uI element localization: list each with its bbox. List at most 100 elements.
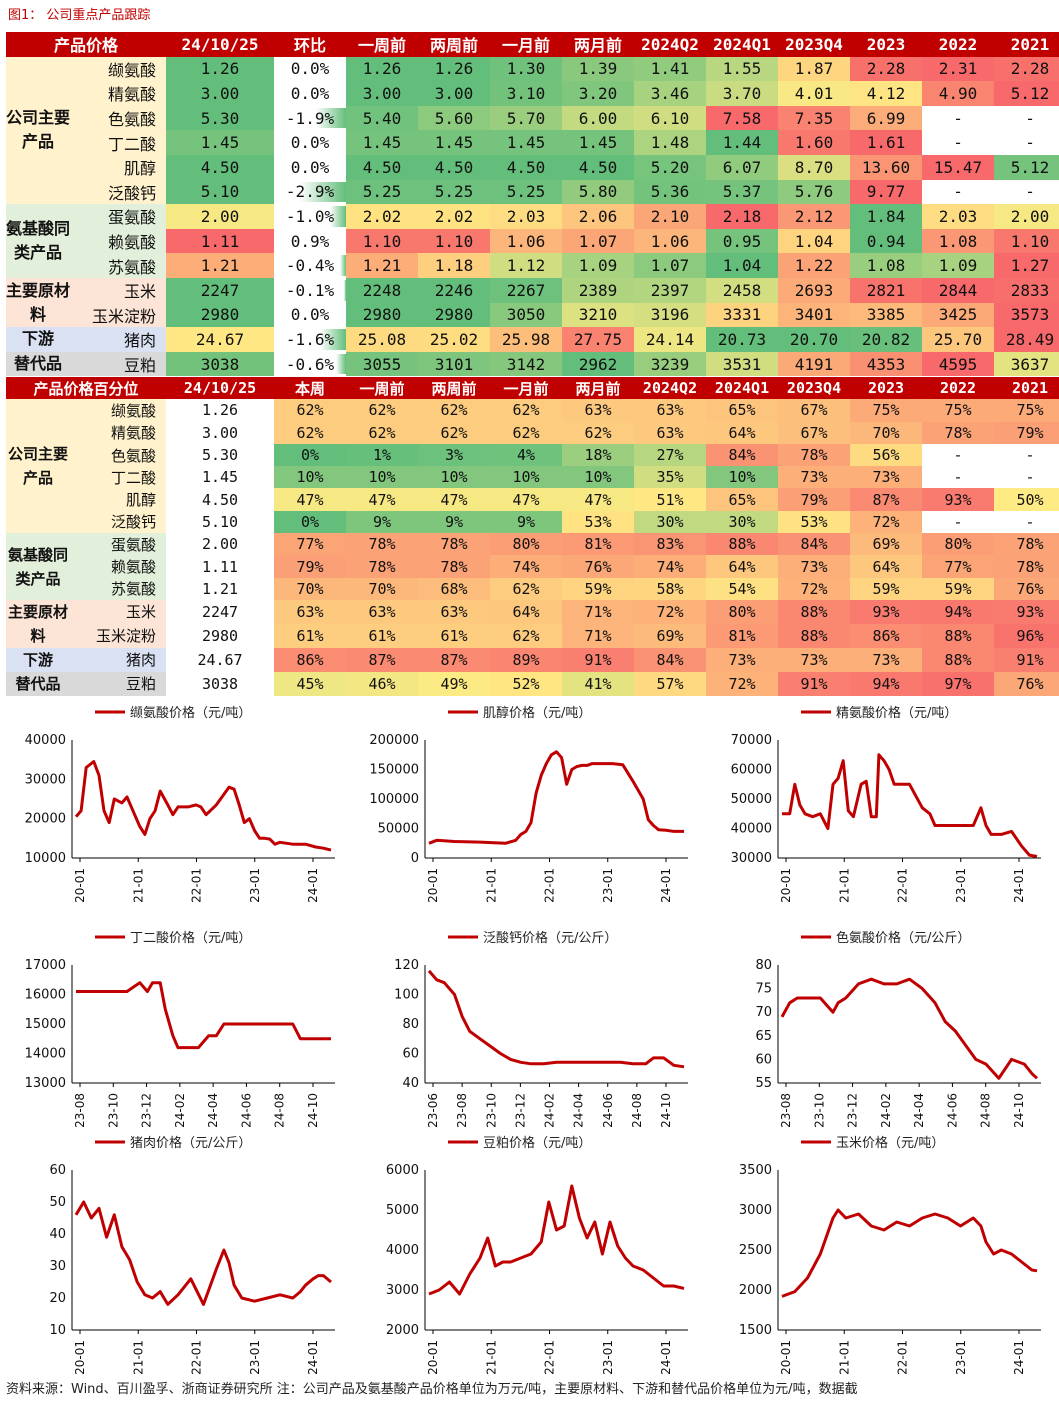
data-cell: - bbox=[994, 510, 1059, 534]
data-cell: 2458 bbox=[706, 277, 779, 303]
data-cell: 25.70 bbox=[922, 327, 995, 352]
data-cell: 6.00 bbox=[562, 105, 635, 131]
y-tick-label: 17000 bbox=[25, 958, 66, 973]
product-name: 玉米淀粉 bbox=[70, 302, 167, 328]
series-line bbox=[780, 977, 1039, 1080]
data-cell: 71% bbox=[562, 623, 635, 648]
header-row: 产品价格百分位 24/10/25 本周 一周前 两周前 一月前 两月前 2024Q2 2024Q… bbox=[6, 377, 1059, 400]
data-cell: 2.10 bbox=[634, 204, 707, 229]
data-cell: 62% bbox=[490, 399, 563, 422]
data-cell: 3210 bbox=[562, 302, 635, 328]
data-cell: 70% bbox=[346, 577, 419, 600]
chart-title: 猪肉价格（元/公斤） bbox=[130, 1135, 251, 1151]
data-cell: 2980 bbox=[418, 302, 491, 328]
data-cell: 9% bbox=[418, 510, 491, 534]
data-cell: 59% bbox=[850, 577, 923, 600]
data-cell: 1.45 bbox=[490, 130, 563, 155]
column-header: 2023Q4 bbox=[778, 377, 851, 400]
series-line bbox=[427, 969, 685, 1069]
column-header: 本周 bbox=[274, 377, 347, 400]
x-tick-label: 23-01 bbox=[954, 868, 968, 903]
data-cell: - bbox=[922, 443, 995, 467]
data-cell: 8.70 bbox=[778, 154, 851, 180]
data-cell: 3.00 bbox=[418, 81, 491, 106]
data-cell: 4191 bbox=[778, 351, 851, 377]
change-value: 0.0% bbox=[290, 133, 330, 153]
x-tick-label: 23-01 bbox=[248, 868, 262, 903]
data-cell: 2389 bbox=[562, 277, 635, 303]
data-cell: 27% bbox=[634, 443, 707, 467]
data-cell: 3038 bbox=[166, 351, 275, 377]
table-row: 精氨酸 3.00 0.0% 3.00 3.00 3.10 3.20 3.46 3.70 4.01 4… bbox=[6, 81, 1059, 106]
data-cell: 67% bbox=[778, 421, 851, 444]
data-cell: 1.27 bbox=[994, 253, 1059, 278]
data-cell: 1.45 bbox=[166, 466, 275, 489]
data-cell: 24.67 bbox=[166, 327, 275, 352]
data-cell: 35% bbox=[634, 466, 707, 489]
data-cell: -0.6% bbox=[274, 351, 347, 377]
data-cell: - bbox=[922, 179, 995, 205]
data-cell: 88% bbox=[706, 533, 779, 556]
data-cell: 4.50 bbox=[346, 154, 419, 180]
data-cell: 1% bbox=[346, 443, 419, 467]
column-header: 两周前 bbox=[418, 32, 491, 57]
data-cell: 20.82 bbox=[850, 327, 923, 352]
data-cell: 41% bbox=[562, 671, 635, 696]
y-tick-label: 30 bbox=[49, 1259, 66, 1274]
y-tick-label: 75 bbox=[755, 982, 772, 997]
chart-title: 精氨酸价格（元/吨） bbox=[836, 705, 957, 721]
data-cell: 49% bbox=[418, 671, 491, 696]
column-header: 产品价格百分位 bbox=[6, 377, 167, 400]
data-cell: 7.58 bbox=[706, 105, 779, 131]
data-cell: 3.20 bbox=[562, 81, 635, 106]
x-tick-label: 23-01 bbox=[954, 1340, 968, 1375]
y-tick-label: 40 bbox=[49, 1227, 66, 1242]
product-name: 缬氨酸 bbox=[70, 399, 167, 422]
charts-grid: 缬氨酸价格（元/吨） 40000 30000 20000 10000 20-01 21-01… bbox=[0, 700, 1059, 1380]
data-cell: 62% bbox=[490, 421, 563, 444]
line-chart: 豆粕价格（元/吨） 6000 5000 4000 3000 2000 20-01 21-01 2… bbox=[386, 1135, 688, 1375]
data-cell: 1.55 bbox=[706, 56, 779, 82]
data-cell: 2821 bbox=[850, 277, 923, 303]
product-name: 精氨酸 bbox=[70, 81, 167, 106]
change-value: 0.0% bbox=[290, 83, 330, 103]
column-header: 2023Q4 bbox=[778, 32, 851, 57]
data-cell: 1.08 bbox=[922, 228, 995, 254]
data-cell: 78% bbox=[418, 555, 491, 578]
data-cell: 4.50 bbox=[418, 154, 491, 180]
change-bar bbox=[299, 181, 347, 203]
data-cell: 53% bbox=[562, 510, 635, 534]
data-cell: 65% bbox=[706, 488, 779, 511]
change-value: 0.0% bbox=[290, 305, 330, 325]
product-name: 猪肉 bbox=[70, 647, 167, 672]
product-name: 赖氨酸 bbox=[70, 228, 167, 254]
y-tick-label: 60 bbox=[755, 1052, 772, 1067]
line-chart: 缬氨酸价格（元/吨） 40000 30000 20000 10000 20-01 21-01… bbox=[25, 705, 335, 903]
y-tick-label: 2000 bbox=[739, 1283, 772, 1298]
data-cell: -2.9% bbox=[274, 179, 347, 205]
data-cell: 1.45 bbox=[346, 130, 419, 155]
product-name: 丁二酸 bbox=[70, 466, 167, 489]
data-cell: 79% bbox=[274, 555, 347, 578]
data-cell: 1.06 bbox=[634, 228, 707, 254]
data-cell: 1.10 bbox=[994, 228, 1059, 254]
y-tick-label: 60 bbox=[402, 1047, 419, 1062]
data-cell: 10% bbox=[562, 466, 635, 489]
x-tick-label: 23-10 bbox=[484, 1093, 498, 1128]
change-value: 0.0% bbox=[290, 59, 330, 79]
data-cell: 80% bbox=[490, 533, 563, 556]
data-cell: 94% bbox=[850, 671, 923, 696]
data-cell: 10% bbox=[490, 466, 563, 489]
data-cell: 78% bbox=[994, 555, 1059, 578]
table-row: 玉米淀粉 2980 61% 61% 61% 62% 71% 69% 81% 88% 86% 88% 96… bbox=[6, 623, 1059, 648]
data-cell: 2247 bbox=[166, 277, 275, 303]
column-header: 2024Q1 bbox=[706, 377, 779, 400]
price-table: 产品价格 24/10/25 环比 一周前 两周前 一月前 两月前 2024Q2 2024Q1 20… bbox=[6, 32, 1059, 377]
column-header: 环比 bbox=[274, 32, 347, 57]
data-cell: 5.70 bbox=[490, 105, 563, 131]
table-row: 苏氨酸 1.21 70% 70% 68% 62% 59% 58% 54% 72% 59% 59% 76% bbox=[6, 577, 1059, 600]
data-cell: 7.35 bbox=[778, 105, 851, 131]
x-tick-label: 24-08 bbox=[273, 1093, 287, 1128]
data-cell: 5.25 bbox=[490, 179, 563, 205]
data-cell: -1.9% bbox=[274, 105, 347, 131]
